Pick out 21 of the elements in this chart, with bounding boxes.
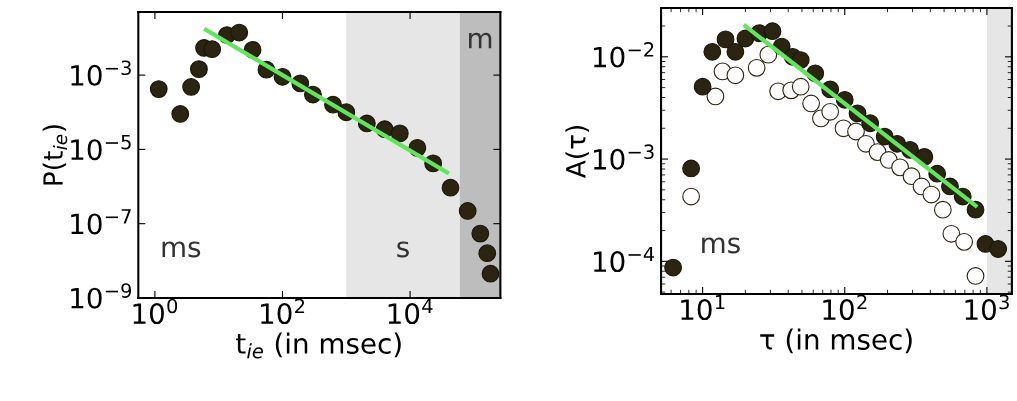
y-tick-label: 10$^{−4}$ xyxy=(593,246,655,273)
x-tick-label: 10$^{2}$ xyxy=(261,298,305,325)
y-tick-label: 10$^{−5}$ xyxy=(71,134,131,161)
y-tick-label: 10$^{−7}$ xyxy=(71,209,131,235)
y-tick-label: 10$^{−3}$ xyxy=(71,60,131,86)
y-axis-title: A(τ) xyxy=(565,125,589,179)
y-tick-label: 10$^{−3}$ xyxy=(593,144,654,170)
annotation: ms xyxy=(702,237,740,254)
y-axis-title: P(t$_{ie}$) xyxy=(42,125,68,185)
x-tick-label: 10$^{3}$ xyxy=(965,294,1009,321)
x-tick-label: 10$^{2}$ xyxy=(823,294,867,321)
x-tick-label: 10$^{4}$ xyxy=(388,298,433,325)
band-label: m xyxy=(469,32,492,49)
x-axis-title: τ (in msec) xyxy=(760,328,912,354)
y-tick-label: 10$^{−9}$ xyxy=(71,283,132,309)
x-tick-label: 10$^{1}$ xyxy=(681,294,725,321)
x-tick-label: 10$^{0}$ xyxy=(133,298,178,325)
x-axis-title: t$_{ie}$ (in msec) xyxy=(236,332,401,359)
annotation: ms xyxy=(162,241,201,258)
y-tick-label: 10$^{−2}$ xyxy=(593,42,654,68)
band-label: s xyxy=(397,241,409,258)
